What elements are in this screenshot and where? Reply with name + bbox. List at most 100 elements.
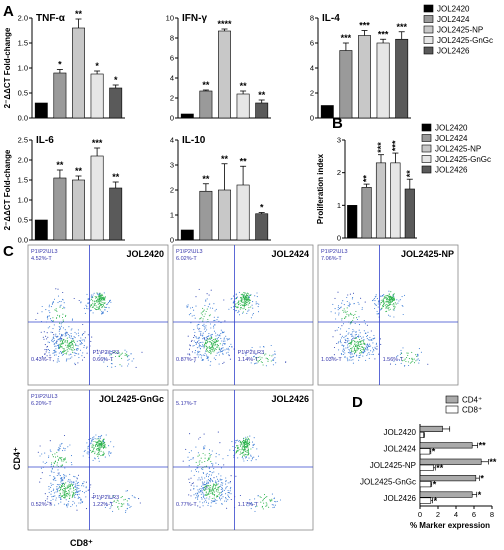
flow-event-dot	[79, 490, 81, 492]
flow-event-dot	[61, 354, 63, 356]
flow-event-dot	[366, 344, 368, 346]
flow-event-dot	[53, 471, 55, 473]
flow-event-dot	[216, 319, 218, 321]
flow-event-dot	[198, 491, 200, 493]
flow-event-dot	[56, 462, 58, 464]
flow-event-dot	[60, 478, 63, 480]
flow-event-dot	[356, 336, 359, 338]
flow-event-dot	[126, 355, 128, 357]
flow-event-dot	[106, 306, 108, 308]
chart-title: IL-6	[36, 135, 54, 146]
flow-event-dot	[53, 298, 56, 300]
flow-event-dot	[225, 335, 227, 337]
flow-event-dot	[225, 493, 227, 495]
flow-event-dot	[216, 338, 218, 340]
significance-mark: *	[480, 473, 484, 483]
flow-event-dot	[96, 349, 98, 351]
flow-event-dot	[100, 440, 102, 443]
flow-event-dot	[200, 487, 202, 490]
flow-event-dot	[206, 493, 208, 495]
flow-event-dot	[369, 339, 371, 341]
flow-event-dot	[205, 475, 208, 477]
flow-event-dot	[354, 352, 356, 354]
flow-event-dot	[95, 446, 97, 448]
flow-event-dot	[193, 485, 195, 487]
bar	[72, 179, 85, 241]
flow-event-dot	[392, 299, 395, 301]
legend-swatch	[423, 4, 434, 13]
significance-mark: *	[58, 60, 62, 70]
flow-event-dot	[215, 341, 217, 343]
flow-event-dot	[202, 324, 204, 326]
flow-event-dot	[62, 450, 64, 452]
flow-event-dot	[230, 498, 232, 501]
flow-event-dot	[374, 348, 376, 350]
legend-swatch	[421, 155, 432, 163]
flow-event-dot	[343, 351, 345, 353]
quadrant-lr-name: P1\P2\LR3	[238, 350, 265, 356]
flow-event-dot	[393, 293, 395, 295]
legend-label: JOL2425-NP	[437, 26, 483, 35]
flow-event-dot	[87, 453, 89, 455]
quadrant-ll-percent: 0.77%-T	[176, 502, 197, 508]
flow-event-dot	[247, 450, 249, 452]
flow-event-dot	[385, 306, 387, 308]
flow-event-dot	[63, 302, 65, 304]
flow-event-dot	[52, 331, 54, 334]
flow-event-dot	[275, 362, 277, 364]
flow-event-dot	[247, 297, 250, 299]
flow-event-dot	[50, 490, 52, 492]
flow-event-dot	[193, 336, 195, 339]
flow-event-dot	[229, 490, 231, 492]
flow-event-dot	[363, 343, 365, 345]
flow-event-dot	[57, 455, 59, 457]
flow-event-dot	[416, 359, 418, 361]
flow-event-dot	[352, 297, 354, 299]
flow-event-dot	[212, 485, 215, 487]
flow-event-dot	[128, 498, 131, 500]
flow-event-dot	[121, 503, 123, 505]
flow-event-dot	[45, 351, 47, 353]
flow-event-dot	[227, 495, 230, 497]
flow-event-dot	[88, 438, 90, 441]
flow-event-dot	[198, 330, 200, 332]
flow-event-dot	[349, 322, 352, 324]
flow-event-dot	[101, 454, 103, 456]
flow-event-dot	[343, 317, 346, 319]
flow-event-dot	[250, 362, 252, 364]
flow-event-dot	[112, 495, 115, 497]
flow-event-dot	[202, 332, 204, 334]
flow-event-dot	[243, 294, 245, 296]
flow-event-dot	[196, 496, 198, 498]
flow-event-dot	[339, 307, 341, 309]
flow-event-dot	[358, 334, 360, 336]
flow-event-dot	[233, 454, 235, 456]
flow-event-dot	[191, 315, 193, 317]
flow-event-dot	[46, 346, 48, 348]
flow-event-dot	[215, 480, 217, 482]
flow-event-dot	[101, 301, 103, 304]
flow-event-dot	[73, 297, 75, 300]
flow-event-dot	[397, 302, 399, 304]
flow-event-dot	[332, 303, 334, 305]
flow-event-dot	[193, 488, 195, 490]
flow-event-dot	[374, 346, 376, 348]
flow-event-dot	[81, 485, 83, 487]
flow-event-dot	[204, 352, 206, 354]
x-tick-label: 4	[454, 510, 458, 519]
flow-event-dot	[341, 317, 343, 320]
flow-event-dot	[268, 506, 270, 508]
flow-event-dot	[333, 346, 336, 349]
flow-event-dot	[64, 489, 66, 491]
flow-event-dot	[78, 357, 80, 359]
flow-event-dot	[81, 355, 83, 357]
flow-event-dot	[207, 476, 210, 478]
flow-event-dot	[383, 304, 385, 306]
flow-event-dot	[223, 489, 225, 491]
flow-event-dot	[214, 494, 216, 496]
flow-event-dot	[201, 498, 203, 500]
flow-event-dot	[374, 303, 376, 305]
flow-event-dot	[254, 506, 257, 508]
flow-event-dot	[401, 304, 403, 307]
flow-event-dot	[239, 445, 242, 447]
